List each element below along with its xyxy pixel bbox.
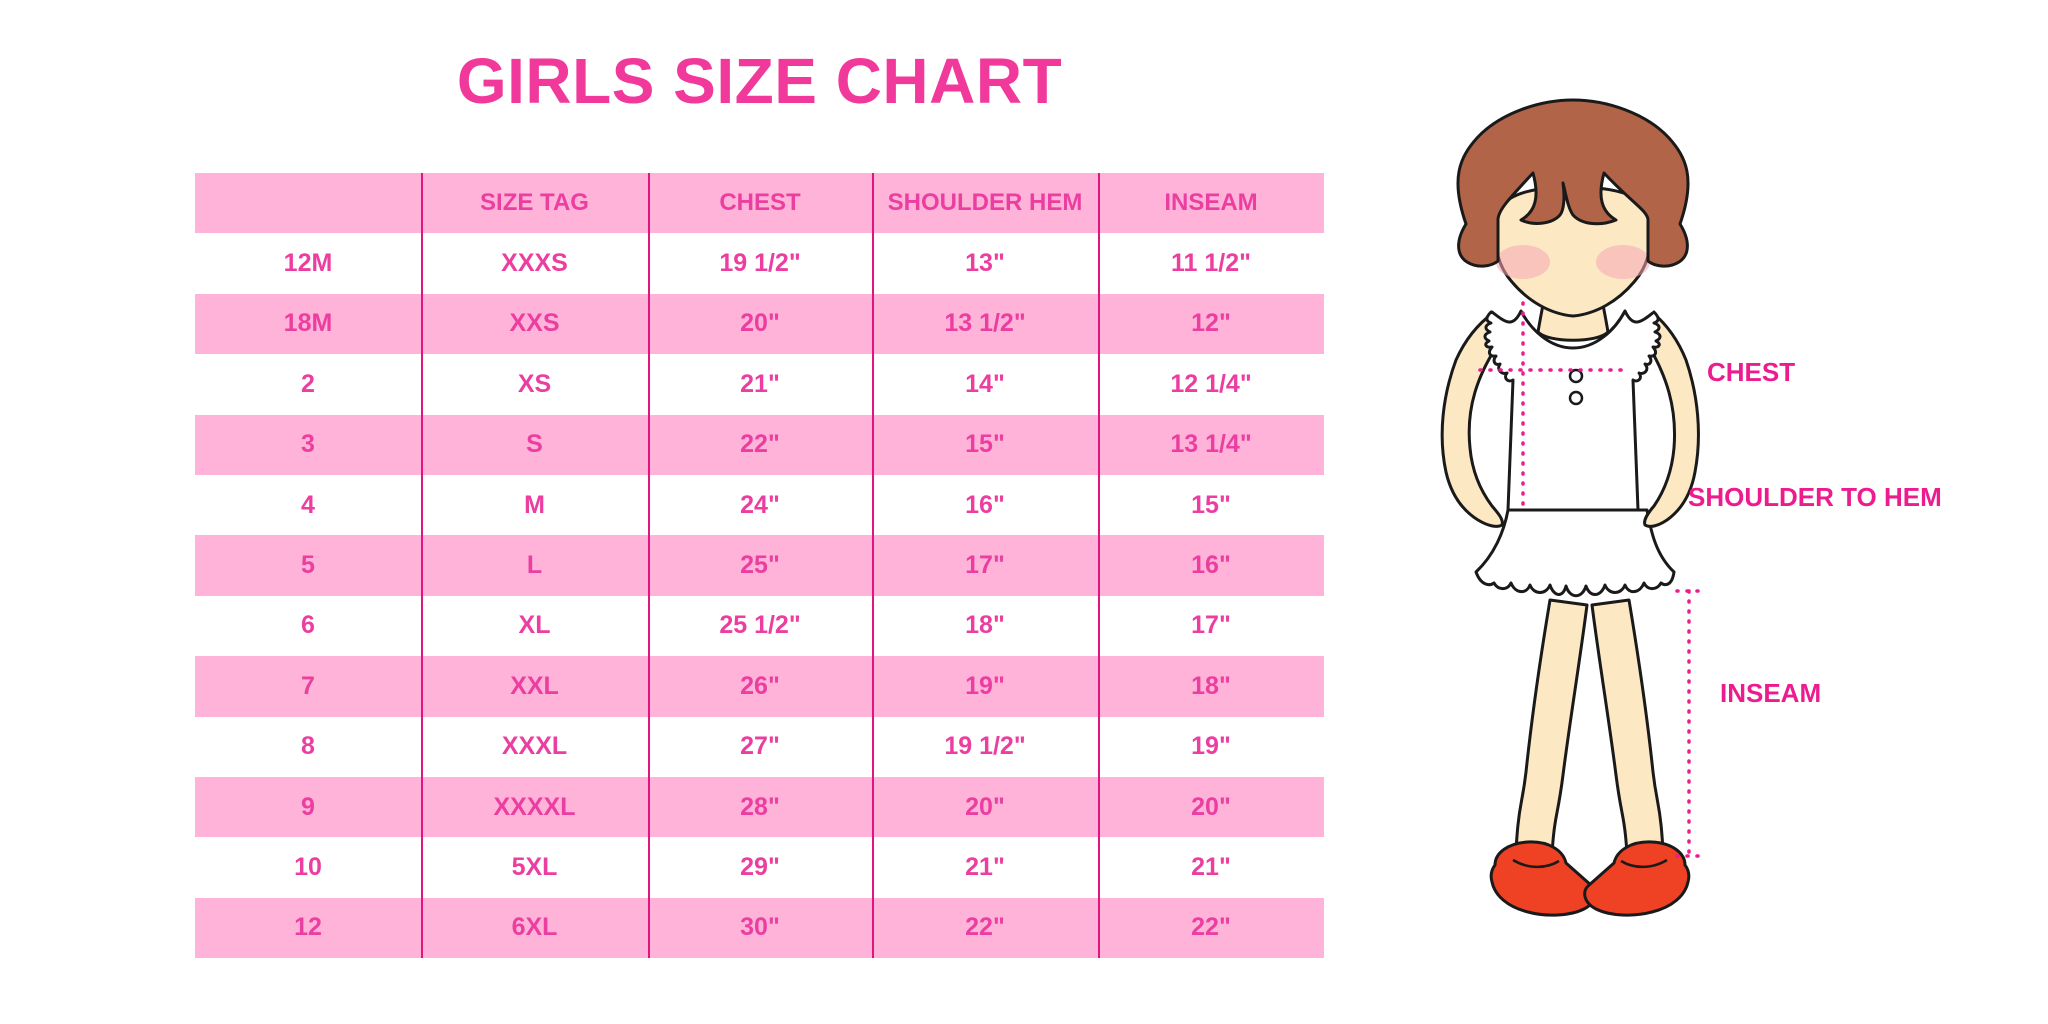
- svg-text:CHEST: CHEST: [1707, 357, 1795, 387]
- svg-text:INSEAM: INSEAM: [1720, 678, 1821, 708]
- svg-text:SHOULDER TO HEM: SHOULDER TO HEM: [1688, 482, 1942, 512]
